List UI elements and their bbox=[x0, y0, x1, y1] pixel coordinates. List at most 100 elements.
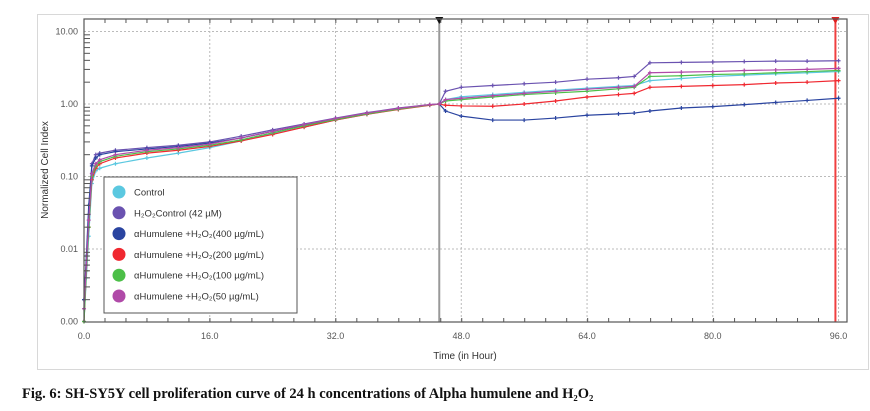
proliferation-chart: 0.0 16.0 32.0 48.0 64.0 80.0 96.0 10.00 1.00 0.10… bbox=[40, 17, 848, 362]
legend-label: αHumulene +H₂O₂(100 µg/mL) bbox=[134, 271, 264, 282]
data-point bbox=[616, 85, 621, 90]
data-point bbox=[742, 82, 747, 87]
data-point bbox=[773, 100, 778, 105]
data-point bbox=[632, 84, 637, 89]
data-point bbox=[144, 155, 149, 160]
legend-label: Control bbox=[134, 188, 165, 199]
data-point bbox=[490, 118, 495, 123]
data-point bbox=[443, 89, 448, 94]
x-axis-label: Time (in Hour) bbox=[433, 351, 497, 362]
data-point bbox=[490, 93, 495, 98]
data-point bbox=[632, 74, 637, 79]
legend-label: αHumulene +H₂O₂(200 µg/mL) bbox=[134, 250, 264, 261]
data-point bbox=[647, 78, 652, 83]
data-point bbox=[239, 135, 244, 140]
data-point bbox=[805, 59, 810, 64]
data-point bbox=[647, 60, 652, 65]
x-tick-label: 16.0 bbox=[201, 331, 219, 341]
data-point bbox=[97, 157, 102, 162]
data-point bbox=[396, 106, 401, 111]
data-point bbox=[805, 98, 810, 103]
legend-swatch bbox=[112, 268, 126, 282]
data-point bbox=[616, 75, 621, 80]
data-point bbox=[742, 102, 747, 107]
x-tick-label: 96.0 bbox=[830, 331, 848, 341]
legend: Control H₂O₂Control (42 µM) αHumulene +H₂O… bbox=[103, 176, 298, 314]
data-point bbox=[86, 218, 91, 223]
data-point bbox=[647, 74, 652, 79]
data-point bbox=[522, 118, 527, 123]
data-point bbox=[89, 171, 94, 176]
data-point bbox=[437, 102, 442, 106]
data-point bbox=[459, 103, 464, 108]
y-tick-label: 0.01 bbox=[60, 244, 78, 254]
data-point bbox=[443, 97, 448, 102]
legend-box bbox=[103, 176, 298, 314]
data-point bbox=[522, 81, 527, 86]
data-point bbox=[97, 152, 102, 157]
data-point bbox=[836, 66, 841, 71]
data-point bbox=[805, 80, 810, 85]
data-point bbox=[443, 109, 448, 114]
legend-label: αHumulene +H₂O₂(400 µg/mL) bbox=[134, 229, 264, 240]
series-group bbox=[82, 58, 841, 324]
data-point bbox=[632, 111, 637, 116]
data-point bbox=[773, 67, 778, 72]
data-point bbox=[710, 83, 715, 88]
data-point bbox=[585, 87, 590, 92]
figure-caption: Fig. 6: SH-SY5Y cell proliferation curve… bbox=[22, 386, 594, 402]
data-point bbox=[836, 58, 841, 63]
data-point bbox=[176, 145, 181, 150]
y-tick-label: 0.00 bbox=[60, 317, 78, 327]
data-point bbox=[679, 73, 684, 78]
x-tick-label: 64.0 bbox=[578, 331, 596, 341]
legend-label: H₂O₂Control (42 µM) bbox=[134, 208, 222, 219]
data-point bbox=[679, 60, 684, 65]
data-point bbox=[459, 114, 464, 119]
data-point bbox=[742, 68, 747, 73]
legend-swatch bbox=[112, 247, 126, 261]
data-point bbox=[679, 106, 684, 111]
axis-ticks: 0.0 16.0 32.0 48.0 64.0 80.0 96.0 10.00 1.00 0.10… bbox=[55, 19, 847, 341]
data-point bbox=[710, 59, 715, 64]
data-point bbox=[144, 148, 149, 153]
data-point bbox=[113, 161, 118, 166]
data-point bbox=[97, 166, 102, 171]
data-point bbox=[632, 91, 637, 96]
data-point bbox=[113, 152, 118, 157]
data-point bbox=[93, 155, 98, 160]
time-marker-triangle bbox=[435, 17, 444, 24]
legend-label: αHumulene +H₂O₂(50 µg/mL) bbox=[134, 292, 259, 303]
data-point bbox=[836, 78, 841, 83]
y-axis-label: Normalized Cell Index bbox=[40, 121, 51, 219]
data-point bbox=[742, 71, 747, 76]
y-tick-label: 1.00 bbox=[60, 99, 78, 109]
data-point bbox=[522, 102, 527, 106]
x-tick-label: 48.0 bbox=[453, 331, 471, 341]
data-point bbox=[647, 85, 652, 90]
data-point bbox=[647, 109, 652, 114]
data-point bbox=[93, 161, 98, 166]
x-tick-label: 32.0 bbox=[327, 331, 345, 341]
legend-swatch bbox=[112, 289, 126, 303]
data-point bbox=[773, 59, 778, 64]
y-tick-label: 0.10 bbox=[60, 172, 78, 182]
data-point bbox=[710, 104, 715, 109]
data-point bbox=[616, 111, 621, 116]
data-point bbox=[585, 94, 590, 99]
data-point bbox=[836, 96, 841, 101]
series-6 bbox=[82, 66, 841, 311]
y-tick-label: 10.00 bbox=[55, 27, 78, 37]
data-point bbox=[679, 84, 684, 89]
x-tick-label: 80.0 bbox=[704, 331, 722, 341]
x-tick-label: 0.0 bbox=[78, 331, 91, 341]
data-point bbox=[270, 129, 275, 134]
data-point bbox=[302, 122, 307, 127]
data-point bbox=[459, 85, 464, 90]
data-point bbox=[616, 92, 621, 97]
data-point bbox=[773, 80, 778, 85]
data-point bbox=[490, 104, 495, 109]
data-point bbox=[333, 116, 338, 121]
time-markers bbox=[435, 17, 840, 322]
data-point bbox=[522, 91, 527, 96]
